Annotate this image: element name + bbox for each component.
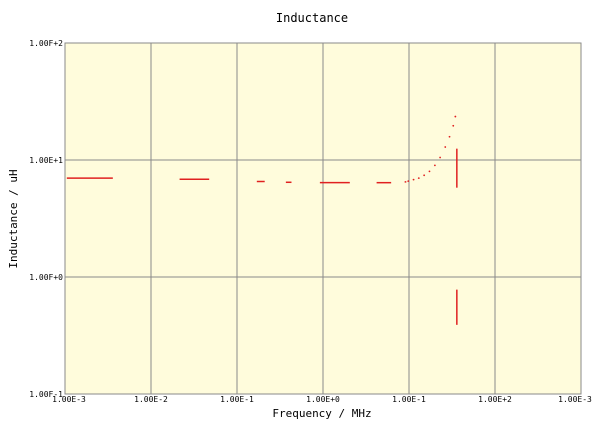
data-point: [452, 124, 455, 127]
data-point: [444, 146, 447, 148]
y-axis-label: Inductance / uH: [7, 169, 20, 268]
x-tick-label: 1.00E-3: [558, 395, 592, 404]
y-tick-label: 1.00E+1: [29, 156, 63, 165]
data-point: [417, 177, 420, 180]
chart-title: Inductance: [276, 11, 348, 25]
data-point: [407, 180, 410, 183]
data-layer: [66, 115, 458, 325]
data-point: [428, 170, 431, 173]
tick-labels: 1.00E-3 1.00E-2 1.00E-1 1.00E+0 1.00E-1 1.00E…: [29, 39, 592, 404]
data-point: [454, 115, 457, 118]
y-tick-label: 1.00F-1: [29, 390, 63, 399]
y-tick-label: 1.00F+0: [29, 273, 63, 282]
x-tick-label: 1.00E+2: [478, 395, 512, 404]
data-point: [423, 174, 426, 177]
data-point: [433, 164, 436, 167]
x-tick-label: 1.00E+0: [306, 395, 340, 404]
plot-frame: [64, 42, 582, 395]
y-tick-label: 1.00F+2: [29, 39, 63, 48]
x-tick-label: 1.00E-1: [220, 395, 254, 404]
data-point: [448, 135, 451, 138]
data-point: [439, 156, 442, 159]
x-tick-label: 1.00E-2: [134, 395, 168, 404]
grid-lines: [65, 43, 581, 394]
x-axis-label: Frequency / MHz: [272, 407, 371, 420]
x-tick-label: 1.00E-3: [52, 395, 86, 404]
x-tick-label: 1.00E-1: [392, 395, 426, 404]
data-point: [412, 178, 415, 181]
